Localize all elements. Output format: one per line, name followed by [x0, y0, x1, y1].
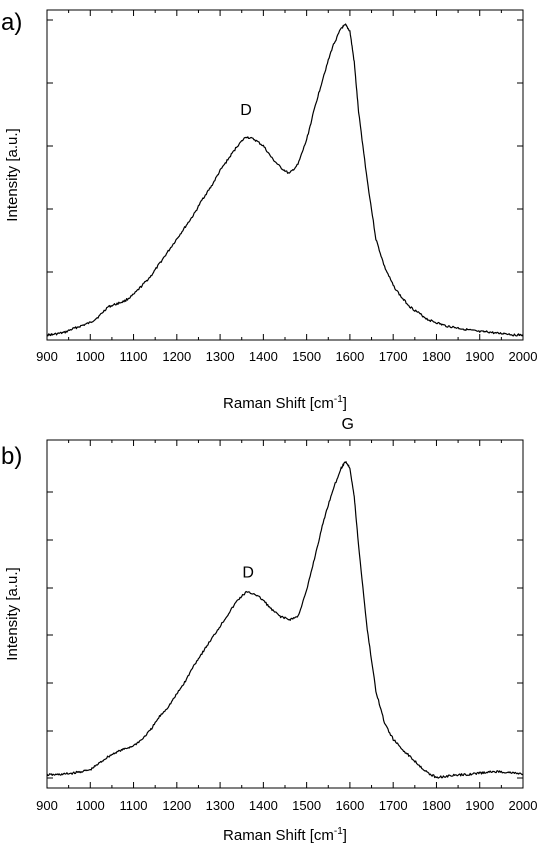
- peak-label-d: D: [242, 565, 254, 582]
- x-tick-label: 1000: [76, 349, 105, 364]
- peak-label-g: G: [342, 416, 354, 433]
- x-axis-label-sup: -1: [334, 826, 343, 837]
- x-tick-label: 1600: [335, 798, 364, 813]
- x-tick-label: 1100: [120, 349, 148, 364]
- x-tick-label: 1700: [379, 349, 408, 364]
- x-axis-label: Raman Shift [cm-1]: [223, 394, 347, 412]
- x-tick-label: 1800: [422, 798, 451, 813]
- chart-panel-b: b) 900 1000 1100 1200 1300 1400 1500 1600 1700 180…: [1, 416, 537, 844]
- x-tick-label: 1800: [422, 349, 451, 364]
- x-tick-label: 1900: [465, 798, 494, 813]
- x-axis-label-sup: -1: [334, 394, 343, 405]
- plot-frame: [46, 9, 524, 341]
- x-axis-label: Raman Shift [cm-1]: [223, 826, 347, 844]
- x-tick-label: 1200: [162, 798, 191, 813]
- x-tick-label: 1000: [76, 798, 105, 813]
- panel-label: a): [1, 9, 22, 36]
- x-tick-label: 1300: [206, 349, 235, 364]
- x-tick-label: 2000: [509, 798, 538, 813]
- x-tick-label: 1200: [162, 349, 191, 364]
- x-tick-label: 1400: [249, 349, 278, 364]
- y-axis-label: Intensity [a.u.]: [4, 128, 21, 221]
- x-tick-label: 900: [36, 798, 58, 813]
- y-axis-label: Intensity [a.u.]: [4, 567, 21, 660]
- peak-label-d: D: [240, 102, 252, 119]
- x-axis-label-main: Raman Shift [cm: [223, 827, 334, 844]
- raman-spectrum-line: [46, 23, 524, 337]
- x-tick-label: 2000: [509, 349, 538, 364]
- panel-label: b): [1, 443, 22, 470]
- raman-spectrum-line: [46, 461, 524, 779]
- x-tick-label: 1300: [206, 798, 235, 813]
- x-tick-label: 900: [36, 349, 58, 364]
- plot-frame: [46, 439, 524, 789]
- x-tick-label: 1500: [292, 349, 321, 364]
- chart-panel-a: a) 900 1000 1100 1200 1300 1400 1500 1600 1700 180…: [1, 0, 537, 412]
- x-tick-label: 1900: [465, 349, 494, 364]
- x-tick-label: 1400: [249, 798, 278, 813]
- x-tick-label: 1600: [335, 349, 364, 364]
- x-tick-label: 1500: [292, 798, 321, 813]
- x-axis-label-end: ]: [343, 395, 347, 412]
- x-axis-label-end: ]: [343, 827, 347, 844]
- x-tick-label: 1100: [120, 798, 148, 813]
- x-tick-label: 1700: [379, 798, 408, 813]
- x-axis-label-main: Raman Shift [cm: [223, 395, 334, 412]
- peak-label-g: G: [342, 0, 354, 1]
